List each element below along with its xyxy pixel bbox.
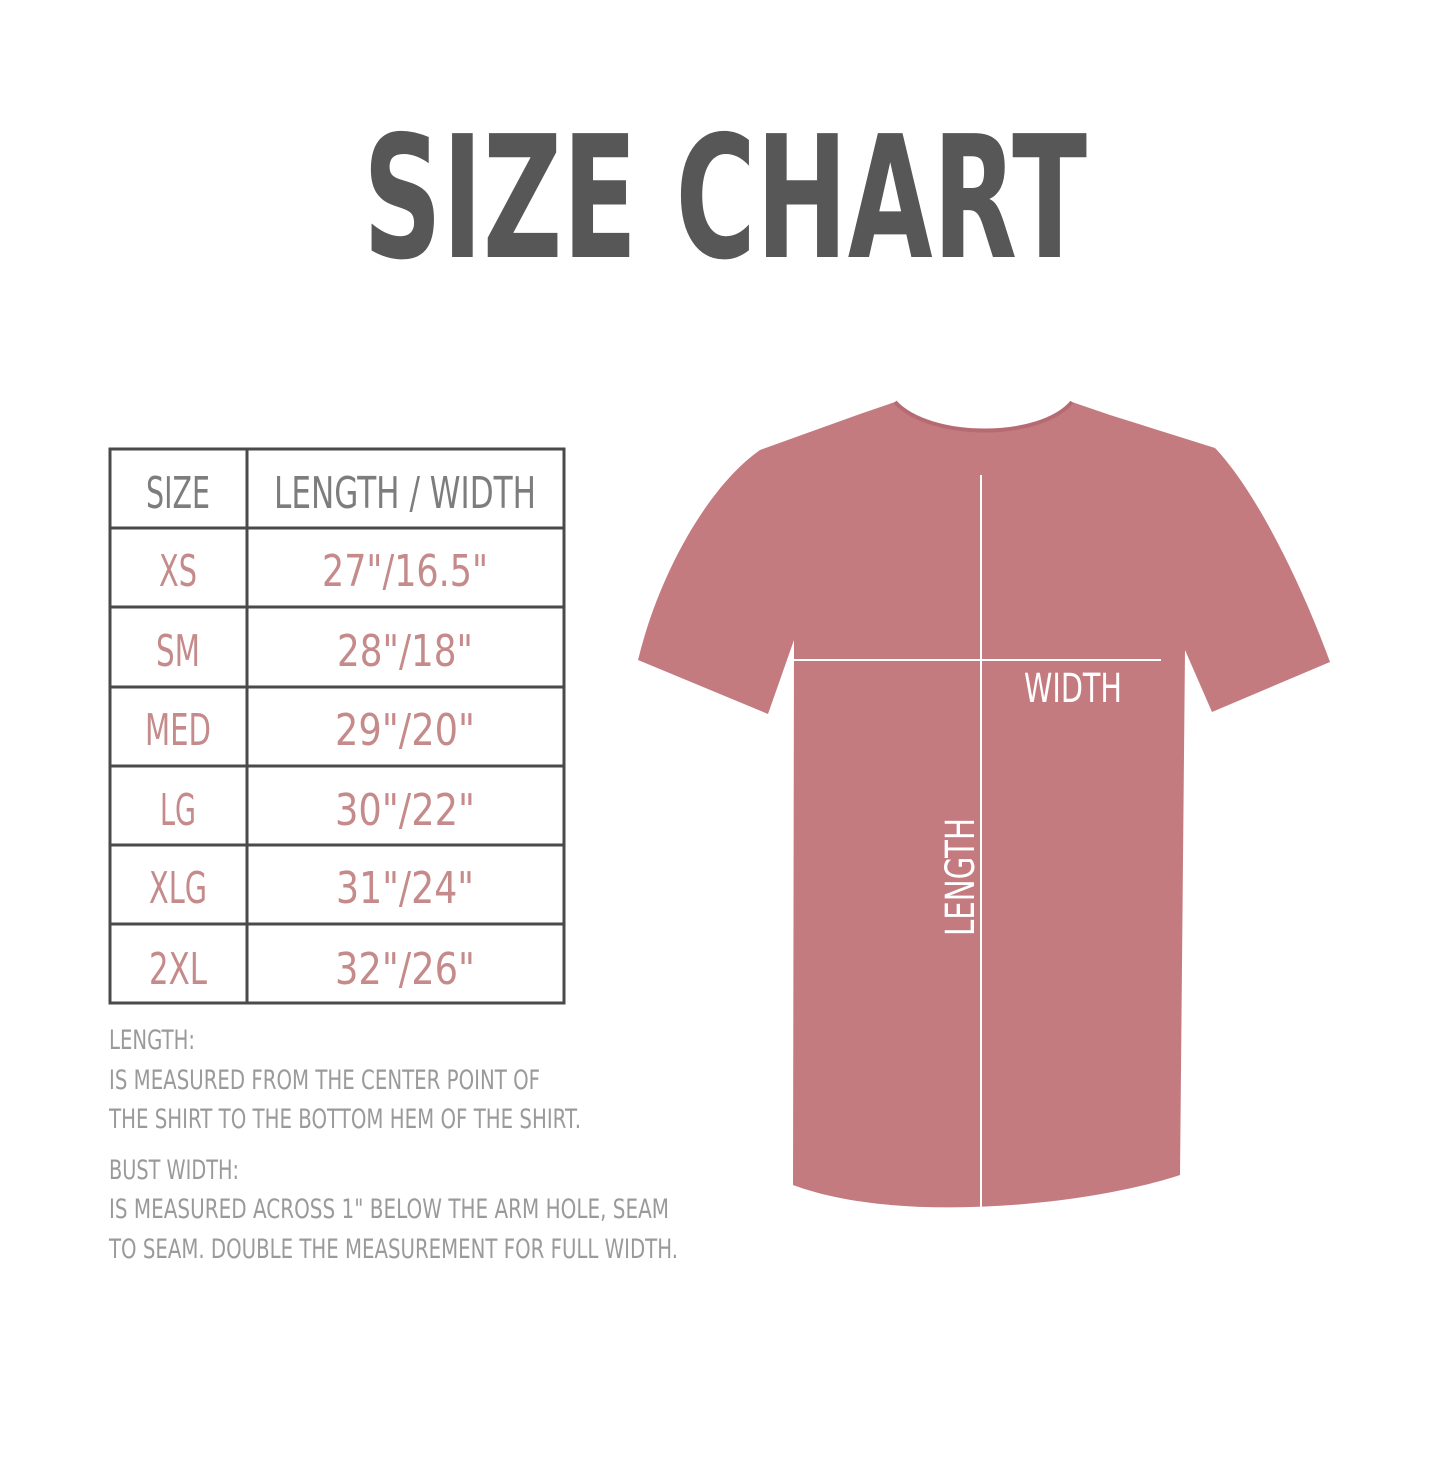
size-cell: MED — [145, 705, 211, 756]
table-row: XS 27"/16.5" — [159, 546, 488, 597]
measure-cell: 27"/16.5" — [322, 546, 488, 597]
page-title: SIZE CHART — [363, 100, 1087, 298]
table-row: 2XL 32"/26" — [149, 944, 475, 995]
measure-cell: 32"/26" — [335, 944, 475, 995]
table-row: LG 30"/22" — [160, 785, 475, 836]
table-row: XLG 31"/24" — [149, 863, 474, 914]
measure-cell: 29"/20" — [335, 705, 475, 756]
size-cell: 2XL — [149, 944, 207, 995]
table-row: MED 29"/20" — [145, 705, 475, 756]
size-cell: LG — [160, 785, 196, 836]
header-size: SIZE — [146, 468, 210, 519]
width-label: WIDTH — [1024, 666, 1122, 712]
measure-cell: 31"/24" — [336, 863, 474, 914]
tshirt-image — [638, 402, 1330, 1208]
header-length-width: LENGTH / WIDTH — [274, 468, 536, 519]
size-cell: XS — [159, 546, 197, 597]
collar — [893, 400, 1074, 433]
length-label: LENGTH — [938, 818, 984, 936]
width-note-line: TO SEAM. DOUBLE THE MEASUREMENT FOR FULL… — [108, 1234, 678, 1265]
length-note-line: THE SHIRT TO THE BOTTOM HEM OF THE SHIRT… — [108, 1104, 581, 1135]
length-note-label: LENGTH: — [109, 1025, 195, 1056]
width-note-line: IS MEASURED ACROSS 1" BELOW THE ARM HOLE… — [109, 1194, 669, 1225]
table-row: SM 28"/18" — [156, 626, 473, 677]
table-border — [108, 447, 566, 1005]
length-note-line: IS MEASURED FROM THE CENTER POINT OF — [109, 1065, 540, 1096]
width-note-label: BUST WIDTH: — [109, 1155, 239, 1186]
size-cell: SM — [156, 626, 200, 677]
measure-cell: 30"/22" — [335, 785, 475, 836]
size-table — [108, 447, 566, 1005]
measure-cell: 28"/18" — [337, 626, 473, 677]
size-cell: XLG — [149, 863, 207, 914]
